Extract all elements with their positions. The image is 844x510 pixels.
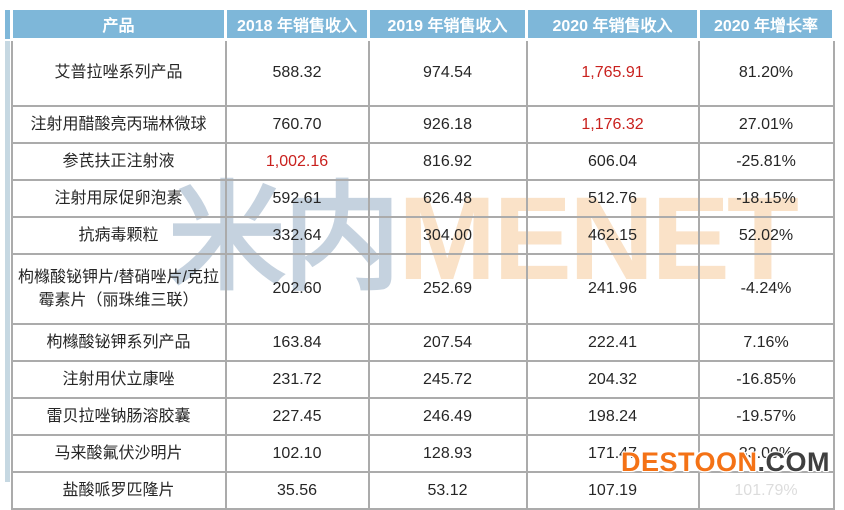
product-cell: 艾普拉唑系列产品 [10, 38, 227, 107]
product-cell: 枸橼酸铋钾系列产品 [10, 323, 227, 362]
value-cell: 227.45 [224, 397, 370, 436]
value-cell: 7.16% [697, 323, 835, 362]
value-cell: 107.19 [525, 471, 700, 510]
column-header-2018-revenue: 2018 年销售收入 [224, 10, 370, 41]
column-header-2020-growth: 2020 年增长率 [697, 10, 835, 41]
sales-table: 产品 2018 年销售收入 2019 年销售收入 2020 年销售收入 2020… [10, 10, 835, 510]
value-cell: 81.20% [697, 38, 835, 107]
value-cell: 102.10 [224, 434, 370, 473]
table-row: 注射用醋酸亮丙瑞林微球 760.70 926.18 1,176.32 27.01% [10, 105, 835, 144]
value-cell: 974.54 [367, 38, 528, 107]
product-cell: 盐酸哌罗匹隆片 [10, 471, 227, 510]
table-row: 艾普拉唑系列产品 588.32 974.54 1,765.91 81.20% [10, 38, 835, 107]
value-cell: 606.04 [525, 142, 700, 181]
value-cell: 222.41 [525, 323, 700, 362]
table-row: 雷贝拉唑钠肠溶胶囊 227.45 246.49 198.24 -19.57% [10, 397, 835, 436]
table-row: 注射用伏立康唑 231.72 245.72 204.32 -16.85% [10, 360, 835, 399]
product-cell: 参芪扶正注射液 [10, 142, 227, 181]
value-cell: 231.72 [224, 360, 370, 399]
page: 米内MENET 产品 2018 年销售收入 2019 年销售收入 2020 年销… [5, 10, 835, 510]
value-cell: 252.69 [367, 253, 528, 325]
value-cell: 33.00% [697, 434, 835, 473]
header-row: 产品 2018 年销售收入 2019 年销售收入 2020 年销售收入 2020… [10, 10, 835, 41]
value-cell: 52.02% [697, 216, 835, 255]
value-cell: 241.96 [525, 253, 700, 325]
product-cell: 马来酸氟伏沙明片 [10, 434, 227, 473]
value-cell: 304.00 [367, 216, 528, 255]
value-cell: -18.15% [697, 179, 835, 218]
value-cell: 163.84 [224, 323, 370, 362]
value-cell: 35.56 [224, 471, 370, 510]
value-cell: 816.92 [367, 142, 528, 181]
table-row: 枸橼酸铋钾系列产品 163.84 207.54 222.41 7.16% [10, 323, 835, 362]
value-cell: 202.60 [224, 253, 370, 325]
table-row: 盐酸哌罗匹隆片 35.56 53.12 107.19 101.79% [10, 471, 835, 510]
value-cell: -16.85% [697, 360, 835, 399]
value-cell: 588.32 [224, 38, 370, 107]
table-row: 抗病毒颗粒 332.64 304.00 462.15 52.02% [10, 216, 835, 255]
value-cell: 332.64 [224, 216, 370, 255]
value-cell: -19.57% [697, 397, 835, 436]
column-header-product: 产品 [10, 10, 227, 41]
column-header-2020-revenue: 2020 年销售收入 [525, 10, 700, 41]
value-cell: 1,176.32 [525, 105, 700, 144]
value-cell: 512.76 [525, 179, 700, 218]
product-cell: 注射用尿促卵泡素 [10, 179, 227, 218]
value-cell: 626.48 [367, 179, 528, 218]
value-cell: 1,002.16 [224, 142, 370, 181]
value-cell: 204.32 [525, 360, 700, 399]
value-cell: 101.79% [697, 471, 835, 510]
column-header-2019-revenue: 2019 年销售收入 [367, 10, 528, 41]
table-header: 产品 2018 年销售收入 2019 年销售收入 2020 年销售收入 2020… [10, 10, 835, 41]
table-left-accent-header [5, 10, 10, 39]
value-cell: 27.01% [697, 105, 835, 144]
product-cell: 抗病毒颗粒 [10, 216, 227, 255]
value-cell: -4.24% [697, 253, 835, 325]
product-cell: 雷贝拉唑钠肠溶胶囊 [10, 397, 227, 436]
table-left-accent-body [5, 41, 10, 482]
product-cell: 注射用伏立康唑 [10, 360, 227, 399]
table-row: 枸橼酸铋钾片/替硝唑片/克拉霉素片（丽珠维三联） 202.60 252.69 241.… [10, 253, 835, 325]
value-cell: 1,765.91 [525, 38, 700, 107]
value-cell: 462.15 [525, 216, 700, 255]
value-cell: 245.72 [367, 360, 528, 399]
value-cell: 207.54 [367, 323, 528, 362]
value-cell: 760.70 [224, 105, 370, 144]
product-cell: 注射用醋酸亮丙瑞林微球 [10, 105, 227, 144]
value-cell: 53.12 [367, 471, 528, 510]
table-body: 艾普拉唑系列产品 588.32 974.54 1,765.91 81.20% 注射用醋酸亮… [10, 38, 835, 510]
table-row: 马来酸氟伏沙明片 102.10 128.93 171.47 33.00% [10, 434, 835, 473]
table-row: 参芪扶正注射液 1,002.16 816.92 606.04 -25.81% [10, 142, 835, 181]
value-cell: 592.61 [224, 179, 370, 218]
table-row: 注射用尿促卵泡素 592.61 626.48 512.76 -18.15% [10, 179, 835, 218]
value-cell: 171.47 [525, 434, 700, 473]
value-cell: 246.49 [367, 397, 528, 436]
product-cell: 枸橼酸铋钾片/替硝唑片/克拉霉素片（丽珠维三联） [10, 253, 227, 325]
value-cell: 198.24 [525, 397, 700, 436]
value-cell: 128.93 [367, 434, 528, 473]
value-cell: 926.18 [367, 105, 528, 144]
value-cell: -25.81% [697, 142, 835, 181]
